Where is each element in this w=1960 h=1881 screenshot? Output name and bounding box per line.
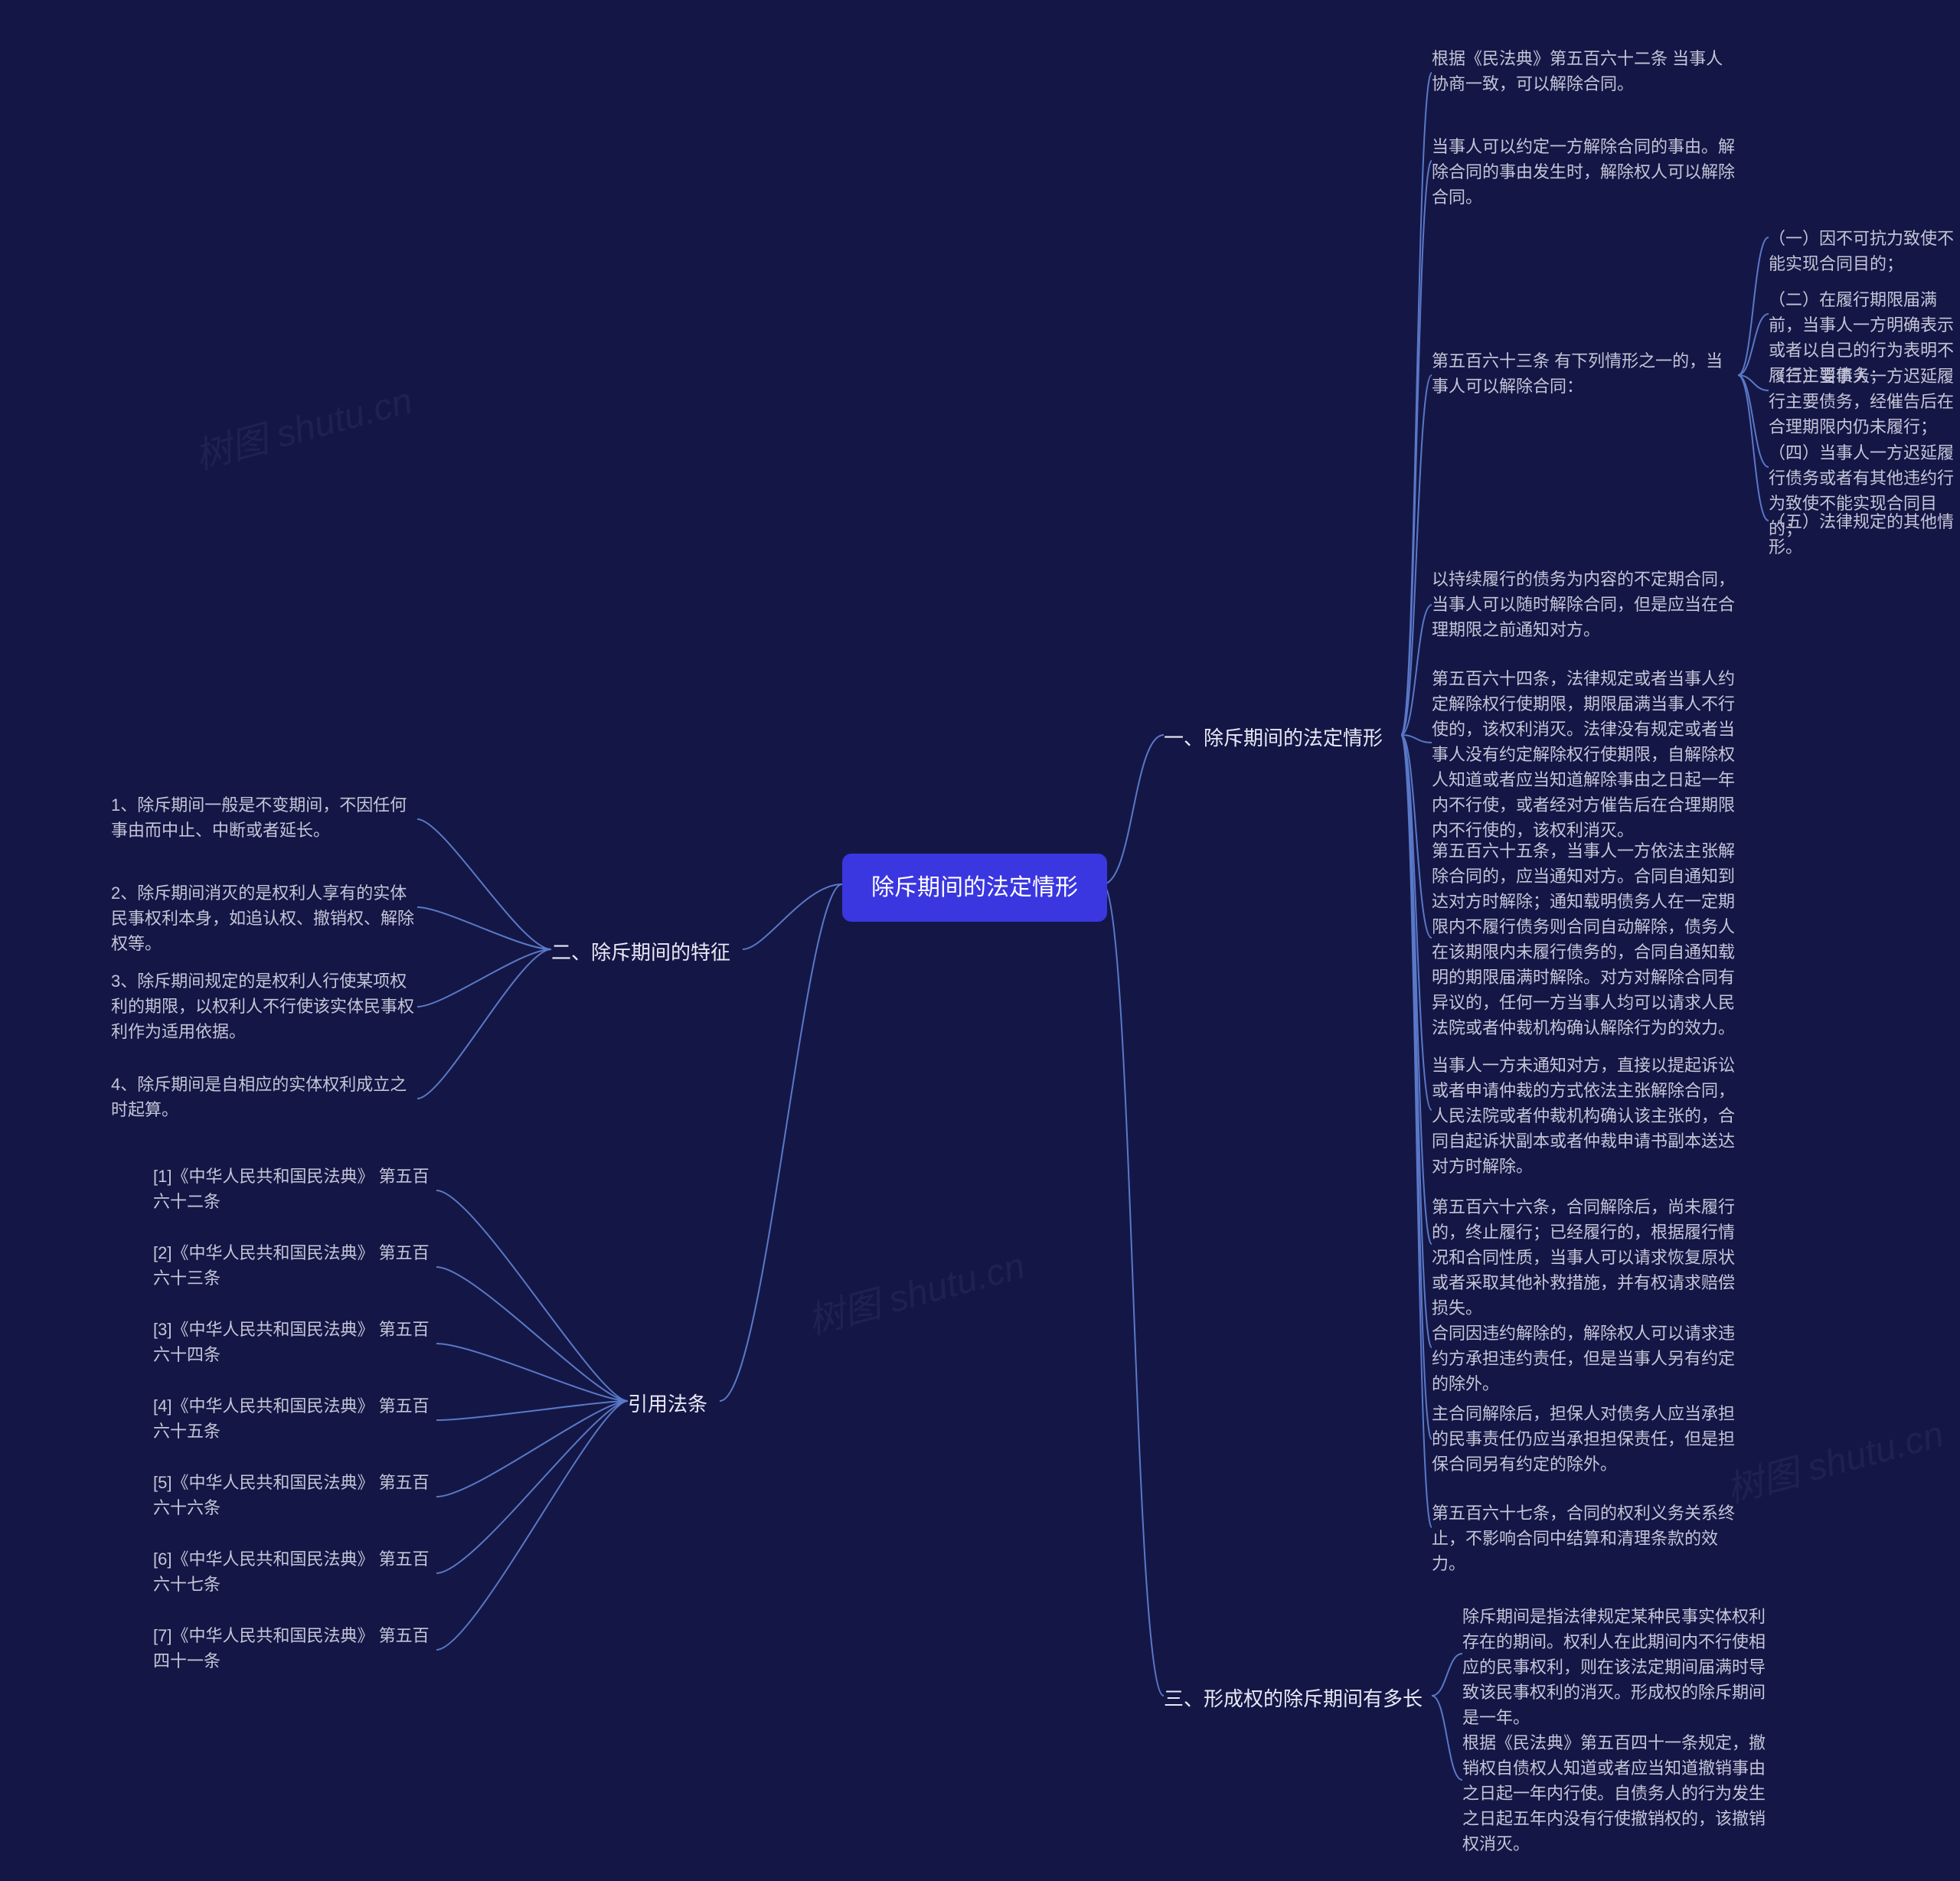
- leaf-1-7[interactable]: 当事人一方未通知对方，直接以提起诉讼或者申请仲裁的方式依法主张解除合同，人民法院…: [1432, 1053, 1738, 1179]
- leaf-4-3[interactable]: [3]《中华人民共和国民法典》 第五百六十四条: [153, 1317, 436, 1367]
- leaf-1-2[interactable]: 当事人可以约定一方解除合同的事由。解除合同的事由发生时，解除权人可以解除合同。: [1432, 134, 1738, 210]
- branch-4[interactable]: 引用法条: [628, 1390, 707, 1419]
- leaf-3-1[interactable]: 除斥期间是指法律规定某种民事实体权利存在的期间。权利人在此期间内不行使相应的民事…: [1462, 1604, 1769, 1730]
- watermark: 树图 shutu.cn: [188, 371, 417, 480]
- branch-1[interactable]: 一、除斥期间的法定情形: [1164, 723, 1383, 753]
- leaf-1-4[interactable]: 以持续履行的债务为内容的不定期合同，当事人可以随时解除合同，但是应当在合理期限之…: [1432, 567, 1738, 642]
- leaf-2-4[interactable]: 4、除斥期间是自相应的实体权利成立之时起算。: [111, 1072, 417, 1122]
- leaf-4-7[interactable]: [7]《中华人民共和国民法典》 第五百四十一条: [153, 1623, 436, 1674]
- leaf-2-1[interactable]: 1、除斥期间一般是不变期间，不因任何事由而中止、中断或者延长。: [111, 792, 417, 843]
- leaf-1-9[interactable]: 合同因违约解除的，解除权人可以请求违约方承担违约责任，但是当事人另有约定的除外。: [1432, 1321, 1738, 1396]
- leaf-1-11[interactable]: 第五百六十七条，合同的权利义务关系终止，不影响合同中结算和清理条款的效力。: [1432, 1501, 1738, 1576]
- branch-3[interactable]: 三、形成权的除斥期间有多长: [1164, 1684, 1423, 1714]
- leaf-1-3-5[interactable]: （五）法律规定的其他情形。: [1769, 509, 1960, 560]
- root-node[interactable]: 除斥期间的法定情形: [842, 854, 1107, 922]
- leaf-1-10[interactable]: 主合同解除后，担保人对债务人应当承担的民事责任仍应当承担担保责任，但是担保合同另…: [1432, 1401, 1738, 1477]
- branch-2[interactable]: 二、除斥期间的特征: [551, 938, 730, 968]
- leaf-4-1[interactable]: [1]《中华人民共和国民法典》 第五百六十二条: [153, 1164, 436, 1214]
- leaf-4-4[interactable]: [4]《中华人民共和国民法典》 第五百六十五条: [153, 1393, 436, 1444]
- leaf-1-5[interactable]: 第五百六十四条，法律规定或者当事人约定解除权行使期限，期限届满当事人不行使的，该…: [1432, 666, 1738, 843]
- leaf-1-3-3[interactable]: （三）当事人一方迟延履行主要债务，经催告后在合理期限内仍未履行；: [1769, 364, 1960, 439]
- leaf-1-3-1[interactable]: （一）因不可抗力致使不能实现合同目的；: [1769, 226, 1960, 276]
- leaf-2-2[interactable]: 2、除斥期间消灭的是权利人享有的实体民事权利本身，如追认权、撤销权、解除权等。: [111, 880, 417, 956]
- leaf-4-6[interactable]: [6]《中华人民共和国民法典》 第五百六十七条: [153, 1546, 436, 1597]
- leaf-2-3[interactable]: 3、除斥期间规定的是权利人行使某项权利的期限，以权利人不行使该实体民事权利作为适…: [111, 968, 417, 1044]
- watermark: 树图 shutu.cn: [1720, 1404, 1949, 1514]
- leaf-1-1[interactable]: 根据《民法典》第五百六十二条 当事人协商一致，可以解除合同。: [1432, 46, 1738, 96]
- leaf-4-2[interactable]: [2]《中华人民共和国民法典》 第五百六十三条: [153, 1240, 436, 1291]
- leaf-3-2[interactable]: 根据《民法典》第五百四十一条规定，撤销权自债权人知道或者应当知道撤销事由之日起一…: [1462, 1730, 1769, 1857]
- leaf-1-6[interactable]: 第五百六十五条，当事人一方依法主张解除合同的，应当通知对方。合同自通知到达对方时…: [1432, 838, 1738, 1040]
- leaf-4-5[interactable]: [5]《中华人民共和国民法典》 第五百六十六条: [153, 1470, 436, 1520]
- leaf-1-3[interactable]: 第五百六十三条 有下列情形之一的，当事人可以解除合同：: [1432, 348, 1738, 399]
- leaf-1-8[interactable]: 第五百六十六条，合同解除后，尚未履行的，终止履行；已经履行的，根据履行情况和合同…: [1432, 1194, 1738, 1321]
- watermark: 树图 shutu.cn: [801, 1236, 1030, 1345]
